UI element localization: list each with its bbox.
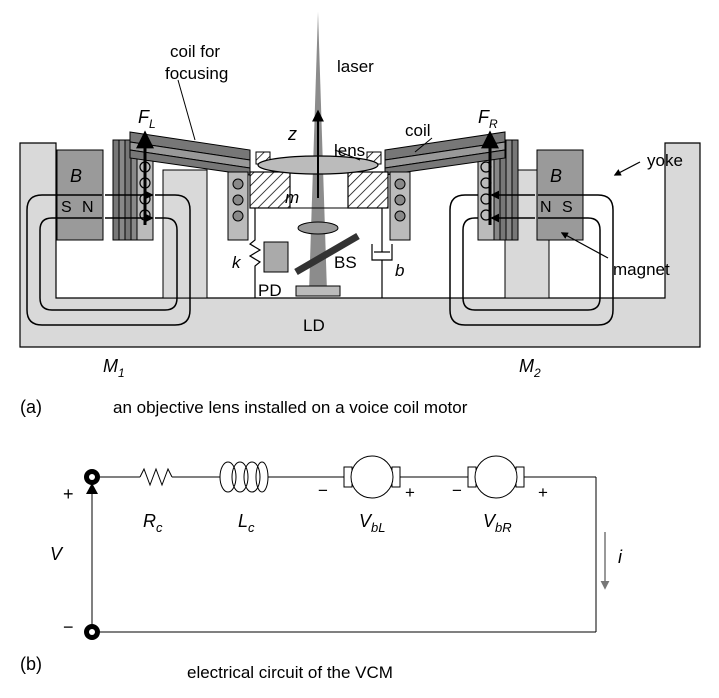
label-force-left: FL xyxy=(138,107,156,131)
label-source-v: V xyxy=(50,544,64,564)
label-force-right: FR xyxy=(478,107,498,131)
label-vbl-minus: − xyxy=(318,481,328,500)
voice-coil-motor-diagram: coil for focusing laser FL FR z lens coi… xyxy=(19,12,701,417)
laser-diode xyxy=(295,285,341,297)
label-field-left: B xyxy=(70,166,82,186)
leader-lens xyxy=(334,149,361,161)
label-motor-right: M2 xyxy=(519,356,541,380)
label-field-right: B xyxy=(550,166,562,186)
label-vbr: VbR xyxy=(483,511,512,535)
back-emf-left xyxy=(343,455,401,499)
label-vbl-plus: + xyxy=(405,483,415,502)
label-coil: coil xyxy=(405,121,431,140)
damper xyxy=(371,208,393,298)
label-current-i: i xyxy=(618,547,623,567)
holder-coil-left xyxy=(227,171,249,241)
label-yoke: yoke xyxy=(647,151,683,170)
beam-splitter xyxy=(294,232,360,276)
label-rc: Rc xyxy=(143,511,163,535)
label-bs: BS xyxy=(334,253,357,272)
inductor-lc xyxy=(219,461,269,493)
label-pd: PD xyxy=(258,281,282,300)
label-m: m xyxy=(285,188,299,207)
circuit-wires xyxy=(91,476,597,633)
label-vbr-plus: + xyxy=(538,483,548,502)
label-magnet: magnet xyxy=(613,260,670,279)
terminal-bottom xyxy=(84,624,100,640)
collimator-lens xyxy=(297,221,339,235)
label-source-plus: + xyxy=(63,484,74,504)
lens-holder-right xyxy=(347,171,389,209)
label-n-left: N xyxy=(82,199,94,216)
terminal-top xyxy=(84,469,100,485)
label-vbl: VbL xyxy=(359,511,385,535)
holder-coil-right xyxy=(389,171,411,241)
leader-coil xyxy=(414,137,433,153)
label-focusing: focusing xyxy=(165,64,228,83)
source-arrow xyxy=(86,483,98,494)
flux-loops-left xyxy=(26,194,191,326)
label-lens: lens xyxy=(334,141,365,160)
resistor-rc xyxy=(139,467,173,487)
yoke-inner-post-left xyxy=(162,169,208,299)
photodiode xyxy=(263,241,289,273)
caption-tag-b: (b) xyxy=(20,654,42,674)
label-s-left: S xyxy=(61,199,72,216)
label-ld: LD xyxy=(303,316,325,335)
label-coil-for: coil for xyxy=(170,42,220,61)
label-z: z xyxy=(287,124,297,144)
label-laser: laser xyxy=(337,57,374,76)
label-b: b xyxy=(395,261,404,280)
caption-a: an objective lens installed on a voice c… xyxy=(113,398,468,417)
label-motor-left: M1 xyxy=(103,356,125,380)
leader-magnet xyxy=(560,232,609,259)
focusing-coil-right xyxy=(384,131,506,176)
back-emf-right xyxy=(467,455,525,499)
vcm-circuit-diagram: + − V Rc Lc VbL VbR − + − + i (b) electr… xyxy=(20,455,623,682)
label-lc: Lc xyxy=(238,511,255,535)
label-vbr-minus: − xyxy=(452,481,462,500)
spring xyxy=(248,208,262,298)
caption-b: electrical circuit of the VCM xyxy=(187,663,393,682)
flux-loops-right xyxy=(449,194,614,326)
label-s-right: S xyxy=(562,199,573,216)
caption-tag-a: (a) xyxy=(20,397,42,417)
leader-yoke xyxy=(613,161,641,176)
leader-coil-focusing xyxy=(177,79,196,141)
label-source-minus: − xyxy=(63,617,74,637)
label-n-right: N xyxy=(540,199,552,216)
label-k: k xyxy=(232,253,242,272)
lens-holder-left xyxy=(249,171,291,209)
focusing-coil-left xyxy=(129,131,251,176)
